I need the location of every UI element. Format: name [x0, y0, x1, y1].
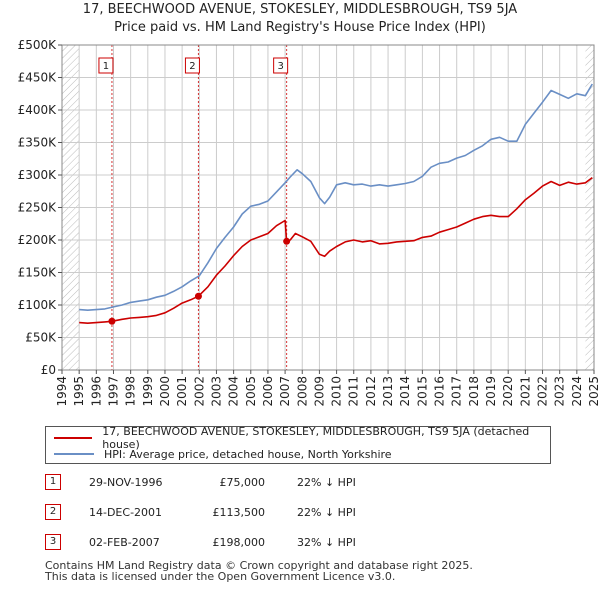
chart-subtitle: Price paid vs. HM Land Registry's House …: [114, 20, 486, 35]
x-tick-label: 1997: [106, 376, 120, 407]
x-tick-label: 2013: [381, 376, 395, 407]
sale-marker-label: 1: [103, 61, 109, 72]
x-tick-label: 2012: [364, 376, 378, 407]
sale-marker-box: [98, 57, 114, 74]
x-tick-label: 2018: [467, 376, 481, 407]
sale-marker-label: 2: [189, 61, 195, 72]
sale-date: 02-FEB-2007: [89, 536, 160, 549]
x-tick-label: 2020: [501, 376, 515, 407]
legend-label-hpi: HPI: Average price, detached house, Nort…: [104, 447, 392, 461]
price-chart: 1 2 3 £0 £50K £100K £150K £200K £250K £300K £350K…: [18, 38, 600, 407]
sale-marker-badge: 1: [45, 474, 61, 490]
footer-attribution: Contains HM Land Registry data © Crown c…: [45, 560, 473, 582]
y-tick-label: £450K: [18, 71, 58, 85]
x-tick-label: 2002: [192, 376, 206, 407]
x-tick-label: 2004: [227, 376, 241, 407]
x-tick-label: 2006: [261, 376, 275, 407]
sale-row: 1 29-NOV-1996 £75,000 22% ↓ HPI: [45, 474, 565, 492]
x-tick-label: 2019: [484, 376, 498, 407]
x-tick-label: 2014: [398, 376, 412, 407]
x-tick-label: 2024: [570, 376, 584, 407]
x-tick-label: 2022: [536, 376, 550, 407]
sale-price: £75,000: [219, 476, 266, 489]
x-tick-label: 1998: [124, 376, 138, 407]
x-tick-label: 2010: [330, 376, 344, 407]
sale-point: [194, 292, 202, 300]
chart-title: 17, BEECHWOOD AVENUE, STOKESLEY, MIDDLES…: [82, 2, 518, 17]
x-tick-label: 1994: [55, 376, 69, 407]
sale-hpi-diff: 32% ↓ HPI: [297, 536, 356, 549]
x-tick-label: 1995: [72, 376, 86, 407]
sale-marker-badge: 2: [45, 504, 61, 520]
sale-point: [108, 317, 116, 325]
x-tick-label: 1996: [89, 376, 103, 407]
sale-price: £113,500: [212, 506, 266, 519]
x-tick-label: 2021: [518, 376, 532, 407]
sale-hpi-diff: 22% ↓ HPI: [297, 476, 356, 489]
x-tick-label: 2017: [450, 376, 464, 407]
y-tick-label: £400K: [18, 103, 58, 117]
sale-point: [283, 237, 291, 245]
sale-hpi-diff: 22% ↓ HPI: [297, 506, 356, 519]
sale-price: £198,000: [212, 536, 266, 549]
sale-row: 3 02-FEB-2007 £198,000 32% ↓ HPI: [45, 534, 565, 552]
x-tick-label: 2000: [158, 376, 172, 407]
sale-marker-box: [184, 57, 200, 74]
y-tick-label: £250K: [18, 201, 58, 215]
x-tick-label: 2007: [278, 376, 292, 407]
sale-date: 29-NOV-1996: [89, 476, 163, 489]
y-tick-label: £300K: [18, 168, 58, 182]
legend-swatch-blue: [54, 453, 94, 455]
x-tick-label: 2008: [295, 376, 309, 407]
x-tick-label: 2005: [244, 376, 258, 407]
y-tick-label: £500K: [18, 38, 58, 52]
legend-item-hpi: HPI: Average price, detached house, Nort…: [54, 446, 392, 462]
sale-marker-label: 3: [277, 61, 283, 72]
sale-row: 2 14-DEC-2001 £113,500 22% ↓ HPI: [45, 504, 565, 522]
sale-marker-box: [273, 57, 289, 74]
y-tick-label: £200K: [18, 233, 58, 247]
y-tick-label: £50K: [25, 331, 57, 345]
legend-swatch-red: [54, 437, 93, 439]
x-tick-label: 1999: [141, 376, 155, 407]
x-tick-label: 2015: [415, 376, 429, 407]
x-tick-label: 2001: [175, 376, 189, 407]
series-line-property: [79, 176, 593, 325]
y-tick-label: £0: [41, 363, 56, 377]
x-tick-label: 2009: [312, 376, 326, 407]
x-tick-label: 2023: [553, 376, 567, 407]
legend-label-property: 17, BEECHWOOD AVENUE, STOKESLEY, MIDDLES…: [102, 425, 530, 451]
x-tick-label: 2016: [433, 376, 447, 407]
sale-marker-badge: 3: [45, 534, 61, 550]
y-tick-label: £150K: [18, 266, 58, 280]
legend: 17, BEECHWOOD AVENUE, STOKESLEY, MIDDLES…: [45, 425, 551, 464]
footer-line-1: Contains HM Land Registry data © Crown c…: [45, 559, 473, 572]
sale-date: 14-DEC-2001: [89, 506, 163, 519]
y-tick-label: £100K: [18, 298, 58, 312]
y-tick-label: £350K: [18, 136, 58, 150]
x-tick-label: 2025: [587, 376, 600, 407]
series-line-hpi: [79, 83, 593, 312]
x-tick-label: 2003: [209, 376, 223, 407]
x-tick-label: 2011: [347, 376, 361, 407]
footer-line-2: This data is licensed under the Open Gov…: [45, 570, 396, 583]
legend-item-property: 17, BEECHWOOD AVENUE, STOKESLEY, MIDDLES…: [54, 425, 550, 451]
